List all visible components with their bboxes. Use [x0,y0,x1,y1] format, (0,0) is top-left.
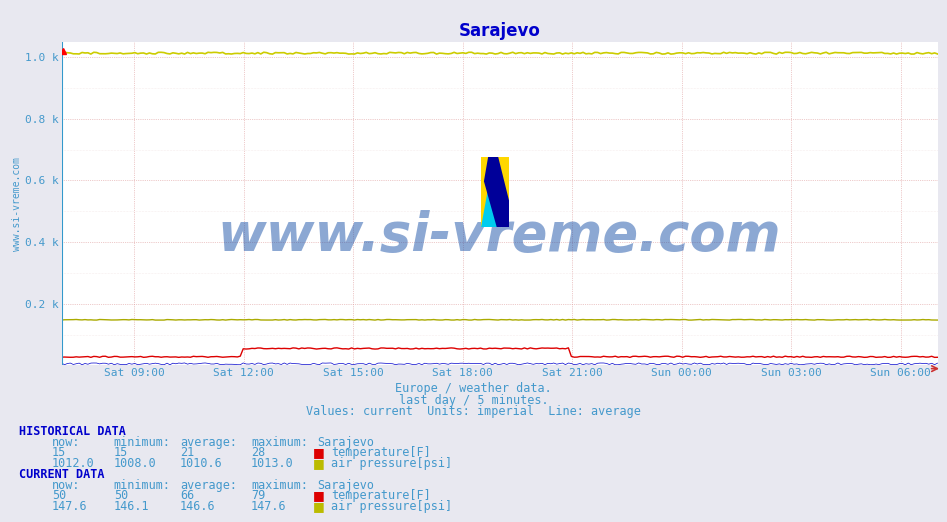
Text: www.si-vreme.com: www.si-vreme.com [218,210,781,262]
Text: now:: now: [52,479,80,492]
Text: temperature[F]: temperature[F] [331,446,431,459]
Text: Europe / weather data.: Europe / weather data. [395,382,552,395]
Text: 15: 15 [114,446,128,459]
Text: average:: average: [180,479,237,492]
Text: temperature[F]: temperature[F] [331,489,431,502]
Text: Sarajevo: Sarajevo [317,479,374,492]
Text: 50: 50 [52,489,66,502]
Text: minimum:: minimum: [114,479,170,492]
Text: last day / 5 minutes.: last day / 5 minutes. [399,394,548,407]
Text: minimum:: minimum: [114,436,170,449]
Polygon shape [484,157,509,227]
Text: 1013.0: 1013.0 [251,457,294,470]
Text: 79: 79 [251,489,265,502]
Text: 28: 28 [251,446,265,459]
Text: 1008.0: 1008.0 [114,457,156,470]
Text: now:: now: [52,436,80,449]
Text: 15: 15 [52,446,66,459]
Text: 147.6: 147.6 [52,500,88,513]
Y-axis label: www.si-vreme.com: www.si-vreme.com [12,157,22,251]
Text: ■: ■ [313,500,324,513]
Text: ■: ■ [313,489,324,502]
Title: Sarajevo: Sarajevo [458,22,541,40]
Text: Sarajevo: Sarajevo [317,436,374,449]
Text: average:: average: [180,436,237,449]
Text: ■: ■ [313,457,324,470]
Text: 1010.6: 1010.6 [180,457,223,470]
Text: 50: 50 [114,489,128,502]
Text: 146.1: 146.1 [114,500,150,513]
Text: air pressure[psi]: air pressure[psi] [331,457,453,470]
Text: CURRENT DATA: CURRENT DATA [19,468,104,481]
Text: maximum:: maximum: [251,479,308,492]
Text: ■: ■ [313,446,324,459]
Polygon shape [481,157,509,227]
Text: 1012.0: 1012.0 [52,457,95,470]
Text: HISTORICAL DATA: HISTORICAL DATA [19,425,126,438]
Text: 146.6: 146.6 [180,500,216,513]
Text: 21: 21 [180,446,194,459]
Text: maximum:: maximum: [251,436,308,449]
Text: 147.6: 147.6 [251,500,287,513]
Text: Values: current  Units: imperial  Line: average: Values: current Units: imperial Line: av… [306,405,641,418]
Text: 66: 66 [180,489,194,502]
Text: air pressure[psi]: air pressure[psi] [331,500,453,513]
